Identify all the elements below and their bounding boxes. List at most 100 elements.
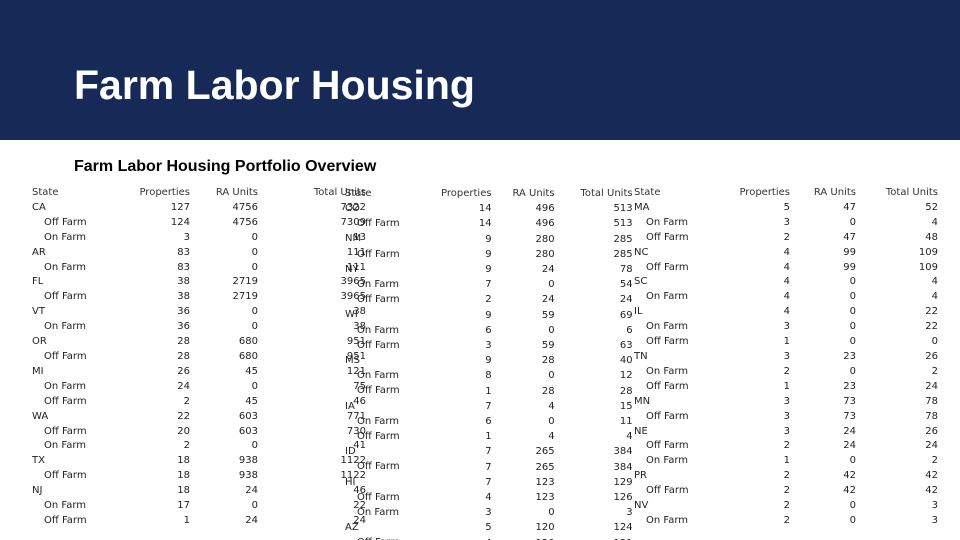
cell-properties: 36 [177,306,190,318]
cell-properties: 22 [177,410,190,422]
table-row: On Farm 83 0 111 [32,261,366,276]
cell-total-units: 38 [353,321,366,333]
cell-properties: 5 [783,201,790,213]
row-label-state: AZ [345,522,359,534]
cell-properties: 9 [485,309,492,321]
cell-total-units: 78 [619,264,633,276]
table-row: WA 22 603 771 [32,410,366,425]
table-row: Off Farm 1 24 24 [32,514,366,529]
cell-total-units: 11 [619,416,633,428]
cell-ra-units: 42 [843,470,856,482]
cell-properties: 38 [177,276,190,288]
row-label-subtype: On Farm [646,216,689,228]
table-row: Off Farm 2 47 48 [634,231,938,246]
cell-properties: 20 [177,425,190,437]
row-label-subtype: Off Farm [44,470,87,482]
cell-properties: 14 [478,203,492,215]
table-row: IL 4 0 22 [634,305,938,320]
cell-ra-units: 0 [548,507,555,519]
cell-total-units: 46 [353,485,366,497]
cell-ra-units: 0 [251,380,258,392]
cell-properties: 1 [783,455,790,467]
cell-properties: 2 [783,365,790,377]
cell-ra-units: 0 [548,416,555,428]
row-label-subtype: On Farm [44,380,87,392]
table-row: On Farm 1 0 2 [634,454,938,469]
table-row: Off Farm 2 45 46 [32,395,366,410]
cell-total-units: 13 [353,231,366,243]
table-row: TX 18 938 1122 [32,454,366,469]
cell-properties: 4 [400,536,491,540]
cell-properties: 3 [485,507,492,519]
table-row: NC 4 99 109 [634,246,938,261]
row-label-state: OR [32,336,47,348]
table-row: IA 7 4 15 [345,399,633,414]
cell-total-units: 285 [613,233,633,245]
row-label-subtype: Off Farm [44,395,87,407]
cell-properties: 83 [177,261,190,273]
cell-ra-units: 0 [849,365,856,377]
table-row: NY 9 24 78 [345,262,633,277]
row-label-subtype: On Farm [646,291,689,303]
cell-ra-units: 73 [843,395,856,407]
cell-ra-units: 0 [548,279,555,291]
row-label-subtype: Off Farm [357,491,400,503]
cell-ra-units: 24 [541,264,555,276]
cell-properties: 2 [183,440,190,452]
table-row: WI 9 59 69 [345,308,633,323]
table-row: MI 26 45 121 [32,365,366,380]
row-label-state: IL [634,306,643,318]
cell-properties: 4 [485,492,492,504]
cell-properties: 2 [783,500,790,512]
cell-properties: 127 [170,201,190,213]
cell-properties: 1 [783,380,790,392]
row-label-subtype: Off Farm [44,425,87,437]
row-label-subtype: Off Farm [357,461,400,473]
cell-total-units: 3965 [340,276,366,288]
cell-properties: 7 [485,476,492,488]
row-label-state: MA [634,201,650,213]
table-row: Off Farm 1 4 4 [345,429,633,444]
table-row: On Farm 2 0 3 [634,514,938,529]
cell-ra-units: 938 [238,455,258,467]
cell-ra-units: 0 [849,276,856,288]
cell-properties: 3 [485,340,492,352]
cell-ra-units: 24 [843,440,856,452]
cell-total-units: 3 [931,500,938,512]
row-label-state: CA [32,201,46,213]
table-row: On Farm 2 0 2 [634,365,938,380]
table-row: AZ 5 120 124 [345,520,633,535]
cell-properties: 2 [783,514,790,526]
cell-total-units: 4 [931,276,938,288]
cell-ra-units: 23 [843,380,856,392]
cell-ra-units: 73 [843,410,856,422]
cell-total-units: 109 [918,261,938,273]
slide-subtitle: Farm Labor Housing Portfolio Overview [74,158,377,175]
row-label-subtype: On Farm [357,278,400,290]
row-label-subtype: Off Farm [357,294,400,306]
cell-total-units: 126 [613,492,633,504]
row-label-subtype: On Farm [44,500,87,512]
table-row: Off Farm 2 42 42 [634,484,938,499]
cell-total-units: 24 [925,440,938,452]
cell-properties: 3 [783,321,790,333]
row-label-state: TX [32,455,45,467]
cell-total-units: 2 [931,365,938,377]
cell-properties: 4 [783,291,790,303]
cell-properties: 3 [183,231,190,243]
table-row: On Farm 24 0 75 [32,380,366,395]
cell-ra-units: 265 [535,446,555,458]
cell-total-units: 41 [353,440,366,452]
table-row: Off Farm 3 73 78 [634,410,938,425]
header-row: State Properties RA Units Total Units [32,186,366,201]
cell-total-units: 69 [619,309,633,321]
cell-total-units: 384 [613,446,633,458]
row-label-subtype: On Farm [357,507,400,519]
cell-total-units: 24 [619,294,633,306]
cell-total-units: 6 [626,324,633,336]
cell-properties: 3 [783,350,790,362]
table-row: Off Farm 20 603 730 [32,425,366,440]
cell-ra-units: 0 [849,321,856,333]
table-row: Off Farm 1 23 24 [634,380,938,395]
cell-ra-units: 0 [849,500,856,512]
